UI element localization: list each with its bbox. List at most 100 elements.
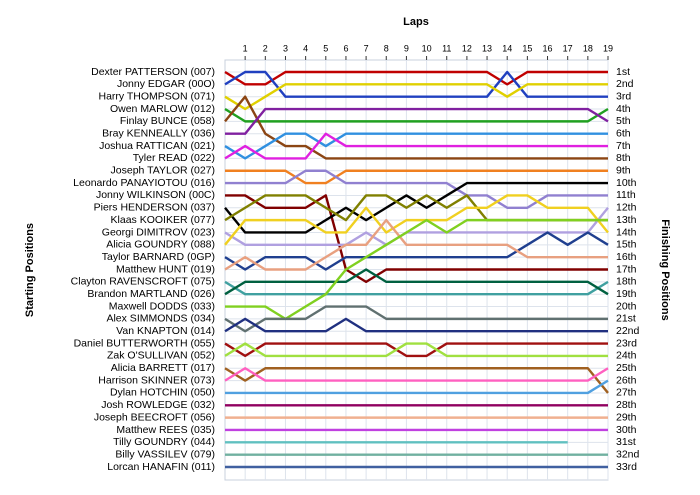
driver-label: Owen MARLOW (012) bbox=[110, 103, 215, 115]
y2-tick-label: 4th bbox=[616, 103, 631, 115]
y2-tick-label: 20th bbox=[616, 300, 637, 312]
y2-tick-label: 5th bbox=[616, 115, 631, 127]
y2-tick-label: 31st bbox=[616, 436, 636, 448]
y2-tick-label: 9th bbox=[616, 165, 631, 177]
y2-tick-label: 1st bbox=[616, 66, 630, 78]
driver-line bbox=[224, 305, 608, 333]
y2-tick-label: 3rd bbox=[616, 90, 631, 102]
y-axis-title: Starting Positions bbox=[24, 223, 36, 317]
y2-tick-label: 7th bbox=[616, 140, 631, 152]
y2-tick-label: 23rd bbox=[616, 337, 637, 349]
driver-label: Zak O'SULLIVAN (052) bbox=[107, 350, 215, 362]
driver-line bbox=[224, 70, 608, 98]
driver-line bbox=[224, 108, 609, 123]
x-tick-label: 12 bbox=[462, 43, 472, 53]
driver-label: Daniel BUTTERWORTH (055) bbox=[74, 337, 215, 349]
driver-label: Lorcan HANAFIN (011) bbox=[107, 461, 215, 473]
y2-tick-label: 27th bbox=[616, 387, 637, 399]
x-tick-label: 14 bbox=[502, 43, 512, 53]
y2-axis-title: Finishing Positions bbox=[659, 219, 671, 320]
y2-tick-label: 28th bbox=[616, 399, 637, 411]
x-tick-label: 4 bbox=[303, 43, 308, 53]
driver-label: Bray KENNEALLY (036) bbox=[102, 128, 215, 140]
driver-label: Joseph BEECROFT (056) bbox=[94, 411, 215, 423]
driver-label: Joshua RATTICAN (021) bbox=[99, 140, 215, 152]
y2-tick-label: 16th bbox=[616, 251, 637, 263]
x-tick-label: 2 bbox=[263, 43, 268, 53]
driver-label: Joseph TAYLOR (027) bbox=[111, 165, 215, 177]
driver-label: Georgi DIMITROV (023) bbox=[102, 226, 215, 238]
driver-line bbox=[224, 317, 608, 333]
driver-label: Alicia BARRETT (017) bbox=[111, 362, 215, 374]
driver-label: Billy VASSILEV (079) bbox=[115, 448, 215, 460]
driver-label: Harry THOMPSON (071) bbox=[99, 90, 216, 102]
driver-label: Dexter PATTERSON (007) bbox=[91, 66, 215, 78]
y2-tick-label: 8th bbox=[616, 152, 631, 164]
driver-label: Alex SIMMONDS (034) bbox=[106, 313, 215, 325]
driver-line bbox=[225, 169, 608, 185]
driver-label: Taylor BARNARD (0GP) bbox=[102, 251, 215, 263]
driver-label: Klaas KOOIKER (077) bbox=[111, 214, 215, 226]
driver-line bbox=[224, 132, 608, 160]
x-tick-label: 18 bbox=[583, 43, 593, 53]
x-tick-label: 17 bbox=[563, 43, 573, 53]
driver-label: Jonny EDGAR (00O) bbox=[117, 78, 215, 90]
driver-line bbox=[224, 342, 608, 358]
y2-tick-label: 17th bbox=[616, 263, 637, 275]
driver-line bbox=[225, 169, 608, 209]
y2-tick-label: 11th bbox=[616, 189, 636, 201]
driver-line bbox=[224, 367, 609, 382]
y2-tick-label: 26th bbox=[616, 374, 637, 386]
driver-line bbox=[225, 194, 608, 284]
x-axis-title: Laps bbox=[403, 16, 429, 28]
driver-line bbox=[225, 379, 609, 395]
driver-label: Matthew REES (035) bbox=[116, 424, 215, 436]
driver-line bbox=[224, 95, 608, 160]
x-tick-label: 5 bbox=[323, 43, 328, 53]
y2-tick-label: 24th bbox=[616, 350, 637, 362]
x-tick-label: 3 bbox=[283, 43, 288, 53]
driver-label: Tyler READ (022) bbox=[133, 152, 215, 164]
x-tick-label: 16 bbox=[543, 43, 553, 53]
driver-label: Matthew HUNT (019) bbox=[116, 263, 215, 275]
x-tick-label: 15 bbox=[522, 43, 532, 53]
x-tick-label: 6 bbox=[343, 43, 348, 53]
driver-label: Harrison SKINNER (073) bbox=[98, 374, 215, 386]
driver-label: Clayton RAVENSCROFT (075) bbox=[71, 276, 215, 288]
y2-tick-label: 10th bbox=[616, 177, 637, 189]
driver-label: Leonardo PANAYIOTOU (016) bbox=[73, 177, 215, 189]
y2-tick-label: 32nd bbox=[616, 448, 640, 460]
driver-line bbox=[224, 70, 608, 86]
driver-label: Piers HENDERSON (037) bbox=[94, 202, 215, 214]
driver-line bbox=[224, 342, 608, 358]
driver-line bbox=[224, 231, 609, 271]
y2-tick-label: 13th bbox=[616, 214, 637, 226]
driver-label: Finlay BUNCE (058) bbox=[120, 115, 215, 127]
y2-tick-label: 18th bbox=[616, 276, 637, 288]
y2-tick-label: 25th bbox=[616, 362, 637, 374]
driver-line bbox=[225, 107, 609, 135]
x-tick-label: 9 bbox=[404, 43, 409, 53]
driver-label: Van KNAPTON (014) bbox=[116, 325, 215, 337]
x-tick-label: 11 bbox=[442, 43, 451, 53]
driver-line bbox=[224, 194, 609, 246]
x-tick-label: 7 bbox=[364, 43, 369, 53]
y2-tick-label: 29th bbox=[616, 411, 637, 423]
driver-label: Dylan HOTCHIN (050) bbox=[110, 387, 215, 399]
driver-line bbox=[224, 207, 609, 247]
driver-label: Jonny WILKINSON (00C) bbox=[96, 189, 215, 201]
y2-tick-label: 30th bbox=[616, 424, 637, 436]
y2-tick-label: 12th bbox=[616, 202, 637, 214]
y2-tick-label: 22nd bbox=[616, 325, 640, 337]
driver-line bbox=[224, 367, 609, 394]
x-tick-label: 19 bbox=[603, 43, 613, 53]
driver-line bbox=[224, 83, 608, 111]
y2-tick-label: 21st bbox=[616, 313, 636, 325]
driver-line bbox=[224, 218, 608, 271]
x-tick-label: 10 bbox=[422, 43, 432, 53]
y2-tick-label: 33rd bbox=[616, 461, 637, 473]
driver-label: Brandon MARTLAND (026) bbox=[87, 288, 215, 300]
driver-label: Alicia GOUNDRY (088) bbox=[106, 239, 215, 251]
y2-tick-label: 19th bbox=[616, 288, 637, 300]
